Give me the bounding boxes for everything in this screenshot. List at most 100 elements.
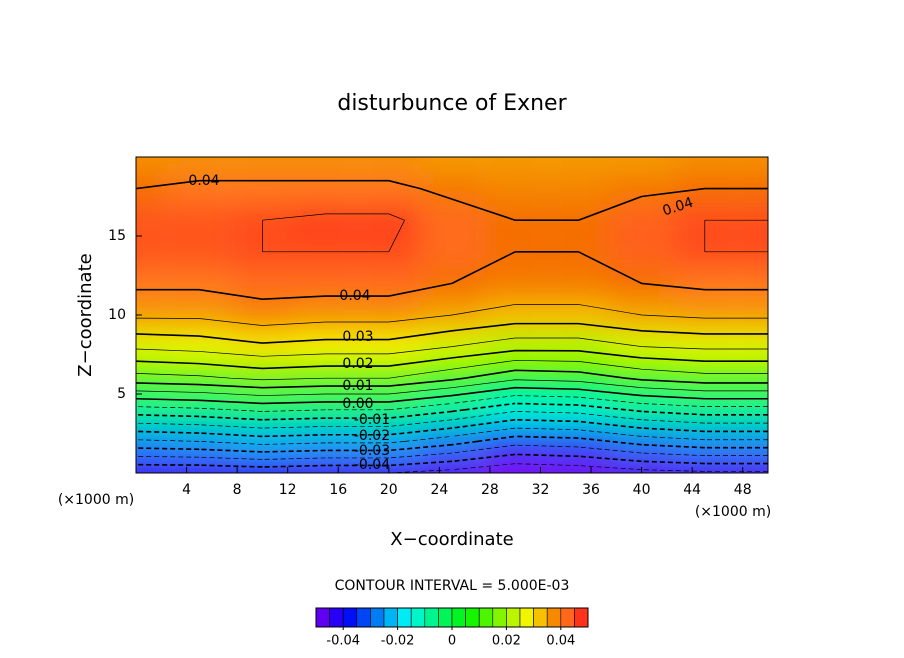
x-tick-label: 48 [734, 482, 752, 498]
x-tick-label: 40 [633, 482, 651, 498]
colorbar-band [519, 607, 534, 628]
field-cell [673, 157, 737, 173]
field-cell [136, 330, 168, 363]
field-cell [673, 362, 737, 394]
x-tick-label: 24 [430, 482, 448, 498]
field-cell [230, 457, 294, 473]
field-cell [136, 425, 168, 458]
field-cell [736, 157, 768, 173]
x-tick-label: 28 [481, 482, 499, 498]
field-cell [673, 330, 737, 363]
field-cell [673, 425, 737, 458]
field-cell [294, 204, 358, 236]
colorbar-band [546, 607, 562, 628]
x-tick-label: 8 [233, 482, 242, 498]
colorbar-band [356, 607, 371, 628]
colorbar-band [478, 607, 494, 628]
contour-line [136, 322, 768, 344]
x-tick-label: 44 [683, 482, 701, 498]
field-cell [167, 172, 231, 205]
field-cell [357, 299, 421, 331]
field-cell [546, 172, 610, 205]
field-cell [483, 457, 547, 473]
colorbar-band [424, 607, 439, 628]
contour-interval: CONTOUR INTERVAL = 5.000E-03 [335, 578, 570, 594]
colorbar-band [560, 607, 575, 628]
field-cell [294, 330, 358, 363]
x-tick-label: 32 [532, 482, 550, 498]
field-cell [357, 172, 421, 205]
field-cell [736, 425, 768, 458]
field-cell [483, 172, 547, 205]
field-cell [230, 425, 294, 458]
colorbar-band [533, 607, 548, 628]
contour-line [136, 349, 768, 370]
chart-title: disturbunce of Exner [337, 91, 567, 116]
colorbar-band [342, 607, 358, 628]
field-cell [294, 299, 358, 331]
field-cell [230, 157, 294, 173]
field-cell [294, 157, 358, 173]
field-cell [673, 267, 737, 300]
field-cell [357, 267, 421, 300]
contour-line [136, 427, 768, 445]
y-tick-label: 10 [108, 307, 126, 323]
field-cell [167, 457, 231, 473]
field-cell [736, 267, 768, 300]
x-axis-title: X−coordinate [390, 529, 513, 550]
field-cell [420, 236, 484, 268]
colorbar-band [370, 607, 385, 628]
colorbar: -0.04 -0.02 0 0.02 0.04 [315, 607, 589, 649]
field-cell [230, 394, 294, 426]
field-cell [483, 267, 547, 300]
field-cell [230, 267, 294, 300]
field-cell [483, 425, 547, 458]
contour-line [136, 379, 768, 396]
field-cell [420, 157, 484, 173]
contour-label: 0.02 [342, 356, 373, 372]
field-cell [610, 172, 674, 205]
contour-line [136, 360, 768, 381]
colorbar-band [315, 607, 330, 628]
colorbar-band [397, 607, 412, 628]
field-cell [483, 330, 547, 363]
field-cell [294, 457, 358, 473]
colorbar-tick-label: 0.02 [492, 634, 521, 649]
y-tick-label: 15 [108, 228, 126, 244]
field-cell [167, 267, 231, 300]
colorbar-tick-label: 0.04 [546, 634, 575, 649]
field-cell [167, 204, 231, 236]
x-tick-label: 4 [182, 482, 191, 498]
field-cell [167, 299, 231, 331]
contour-line [136, 337, 768, 357]
field-cell [483, 157, 547, 173]
field-cell [736, 330, 768, 363]
field-cell [167, 394, 231, 426]
contours [136, 179, 768, 473]
field-cell [546, 425, 610, 458]
contour-line [136, 435, 768, 453]
field-cell [610, 236, 674, 268]
colorbar-band [329, 607, 344, 628]
x-tick-label: 20 [380, 482, 398, 498]
x-unit-left: (×1000 m) [58, 492, 134, 508]
field-cell [420, 394, 484, 426]
y-axis-title: Z−coordinate [75, 253, 96, 376]
field-cell [136, 267, 168, 300]
field-cell [167, 236, 231, 268]
colorbar-band [506, 607, 521, 628]
field-cell [136, 157, 168, 173]
field-cell [294, 267, 358, 300]
colorbar-band [410, 607, 426, 628]
field-cell [610, 204, 674, 236]
field-cell [420, 204, 484, 236]
field-cell [610, 157, 674, 173]
field-cell [546, 330, 610, 363]
field-cell [673, 457, 737, 473]
colorbar-band [465, 607, 480, 628]
field-cell [673, 299, 737, 331]
x-tick-label: 36 [582, 482, 600, 498]
x-tick-label: 12 [279, 482, 297, 498]
colorbar-tick-label: -0.04 [326, 634, 360, 649]
